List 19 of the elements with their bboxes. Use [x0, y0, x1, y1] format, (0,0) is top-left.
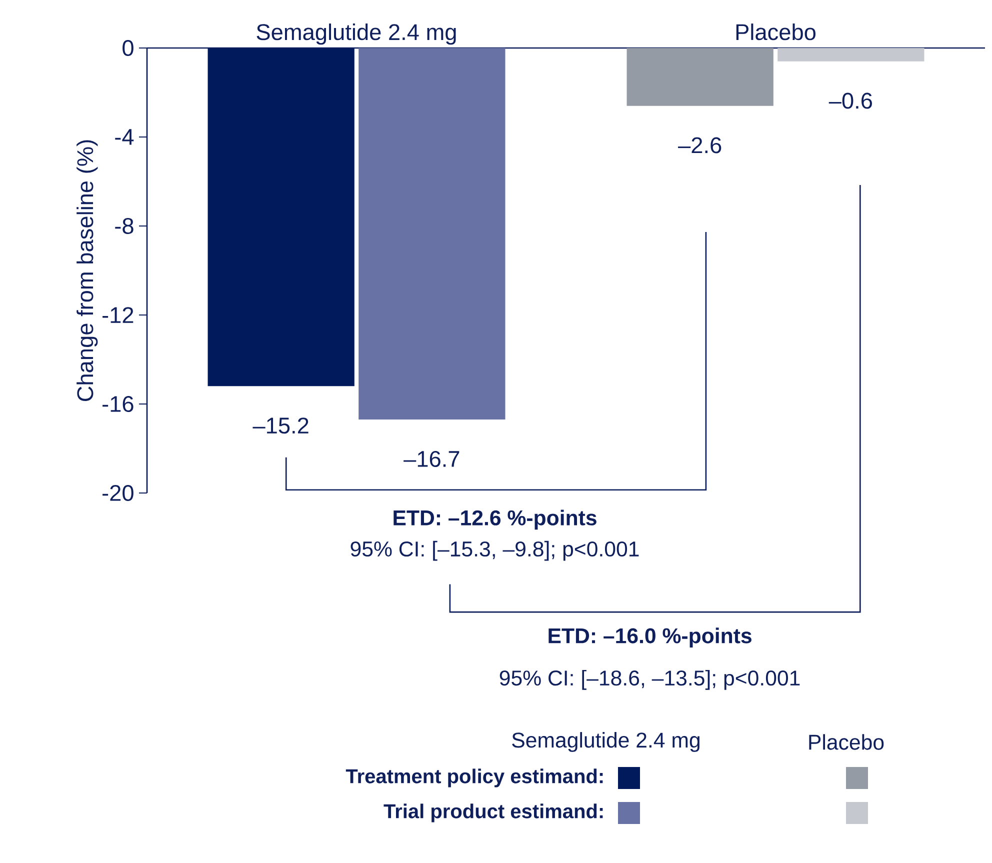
y-axis-title: Change from baseline (%) [76, 140, 98, 401]
data-label: –16.7 [404, 450, 460, 467]
y-tick-label: -4 [115, 129, 134, 145]
category-label: Semaglutide 2.4 mg [512, 732, 700, 752]
data-label: –2.6 [678, 137, 722, 154]
data-label: –0.6 [828, 92, 872, 109]
y-tick-label: -12 [102, 307, 134, 323]
y-tick-label: 0 [122, 40, 134, 56]
text: ETD: –12.6 %-points [394, 510, 596, 530]
y-tick-label: -16 [102, 396, 134, 412]
data-label: –15.2 [252, 418, 308, 434]
legend-label: Trial product estimand: [384, 804, 603, 822]
text: 95% CI: [–15.3, –9.8]; p<0.001 [350, 540, 639, 561]
legend-label: Treatment policy estimand: [346, 768, 603, 788]
text: 95% CI: [–18.6, –13.5]; p<0.001 [500, 670, 800, 690]
y-tick-label: -20 [102, 484, 134, 502]
category-label: Placebo [809, 734, 884, 750]
y-tick-label: -8 [115, 218, 134, 234]
text: ETD: –16.0 %-points [548, 628, 752, 648]
